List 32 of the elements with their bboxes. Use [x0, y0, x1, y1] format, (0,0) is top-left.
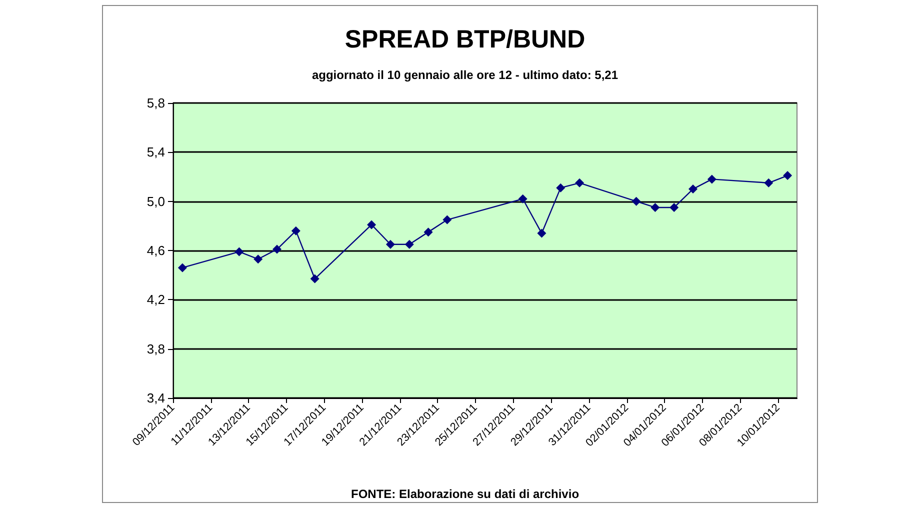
point — [707, 174, 716, 184]
point — [234, 247, 244, 256]
point — [178, 263, 187, 272]
point — [556, 183, 566, 192]
point — [537, 228, 546, 238]
point — [650, 202, 660, 212]
y-tick-label: 5,4 — [146, 144, 165, 160]
point — [272, 244, 282, 254]
point — [442, 215, 452, 224]
y-tick-label: 5,0 — [146, 194, 165, 209]
y-tick-label: 3,4 — [146, 390, 165, 406]
point — [404, 240, 414, 249]
point — [424, 228, 433, 237]
point — [291, 226, 300, 236]
point — [670, 202, 679, 212]
point — [310, 274, 320, 284]
point — [783, 171, 792, 180]
source-note: FONTE: Elaborazione su dati di archivio — [350, 487, 580, 501]
y-tick-label: 4,6 — [146, 243, 165, 258]
point — [367, 220, 376, 230]
point — [764, 178, 774, 188]
chart-title: SPREAD BTP/BUND — [344, 26, 586, 54]
y-tick-label: 3,8 — [146, 341, 165, 356]
point — [632, 196, 641, 206]
point — [518, 194, 528, 204]
point — [386, 240, 395, 249]
point — [575, 178, 584, 188]
point — [254, 254, 263, 264]
point — [688, 184, 698, 194]
y-tick-label: 5,8 — [146, 96, 165, 110]
chart-subtitle: aggiornato il 10 gennaio alle ore 12 - ultimo dato: 5,21 — [312, 68, 618, 82]
y-tick-label: 4,2 — [146, 292, 165, 308]
